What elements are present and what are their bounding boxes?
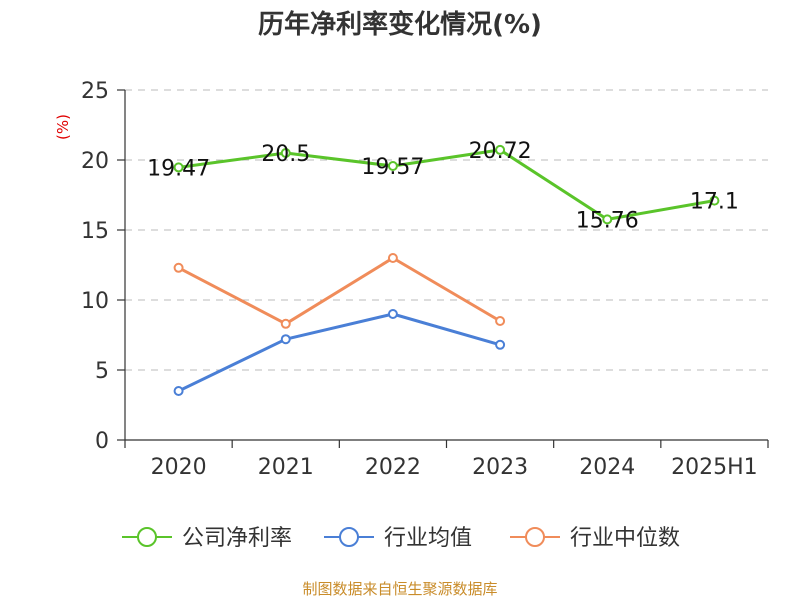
data-label: 19.57 [361, 155, 424, 180]
series-lines [173, 144, 720, 396]
legend: 公司净利率 行业均值 行业中位数 [122, 526, 680, 551]
legend-label: 行业中位数 [570, 526, 680, 551]
x-tick-label: 2023 [472, 455, 528, 480]
y-tick-label: 15 [81, 219, 109, 244]
data-point [387, 309, 398, 319]
legend-label: 行业均值 [384, 526, 472, 551]
y-tick-label: 10 [81, 289, 109, 314]
x-tick-label: 2021 [258, 455, 314, 480]
data-label: 19.47 [147, 156, 210, 181]
data-point [709, 195, 720, 206]
x-tick-label: 2025H1 [671, 455, 758, 480]
data-label: 20.5 [261, 142, 310, 167]
series-line [178, 148, 715, 221]
axes: 0 5 10 15 20 25 2020 2021 2022 2023 2024 2025H1 [81, 79, 769, 480]
data-label: 15.76 [576, 208, 639, 233]
legend-item[interactable]: 行业中位数 [510, 526, 680, 551]
data-point [602, 214, 613, 225]
data-point [173, 262, 184, 273]
data-point [173, 386, 184, 396]
y-axis-unit-label: (%) [54, 114, 72, 140]
data-labels: 19.47 20.5 19.57 20.72 15.76 17.1 [147, 139, 739, 233]
chart-title: 历年净利率变化情况(%) [258, 9, 542, 40]
data-point [495, 339, 506, 350]
y-tick-label: 5 [95, 359, 109, 384]
legend-circle-icon [137, 527, 157, 547]
legend-item[interactable]: 行业均值 [324, 526, 472, 551]
data-label: 20.72 [469, 139, 532, 164]
data-point [280, 334, 291, 345]
x-tick-label: 2024 [579, 455, 635, 480]
series-line [177, 256, 501, 326]
y-tick-label: 25 [81, 79, 109, 104]
series-1 [173, 309, 506, 396]
source-note: 制图数据来自恒生聚源数据库 [302, 580, 497, 598]
legend-label: 公司净利率 [182, 526, 292, 551]
data-point [173, 162, 184, 173]
y-tick-label: 20 [81, 149, 109, 174]
data-point [280, 318, 291, 329]
legend-circle-icon [339, 527, 359, 547]
legend-circle-icon [525, 527, 545, 547]
data-point [387, 161, 398, 172]
data-point [280, 148, 291, 158]
y-tick-label: 0 [95, 429, 109, 454]
series-2 [173, 253, 506, 329]
x-tick-label: 2020 [151, 455, 207, 480]
x-tick-label: 2022 [365, 455, 421, 480]
data-point [495, 144, 506, 155]
data-label: 17.1 [690, 190, 739, 215]
series-0 [173, 144, 720, 225]
data-point [387, 253, 398, 263]
data-point [495, 316, 506, 326]
series-line [177, 312, 501, 393]
legend-item[interactable]: 公司净利率 [122, 526, 292, 551]
